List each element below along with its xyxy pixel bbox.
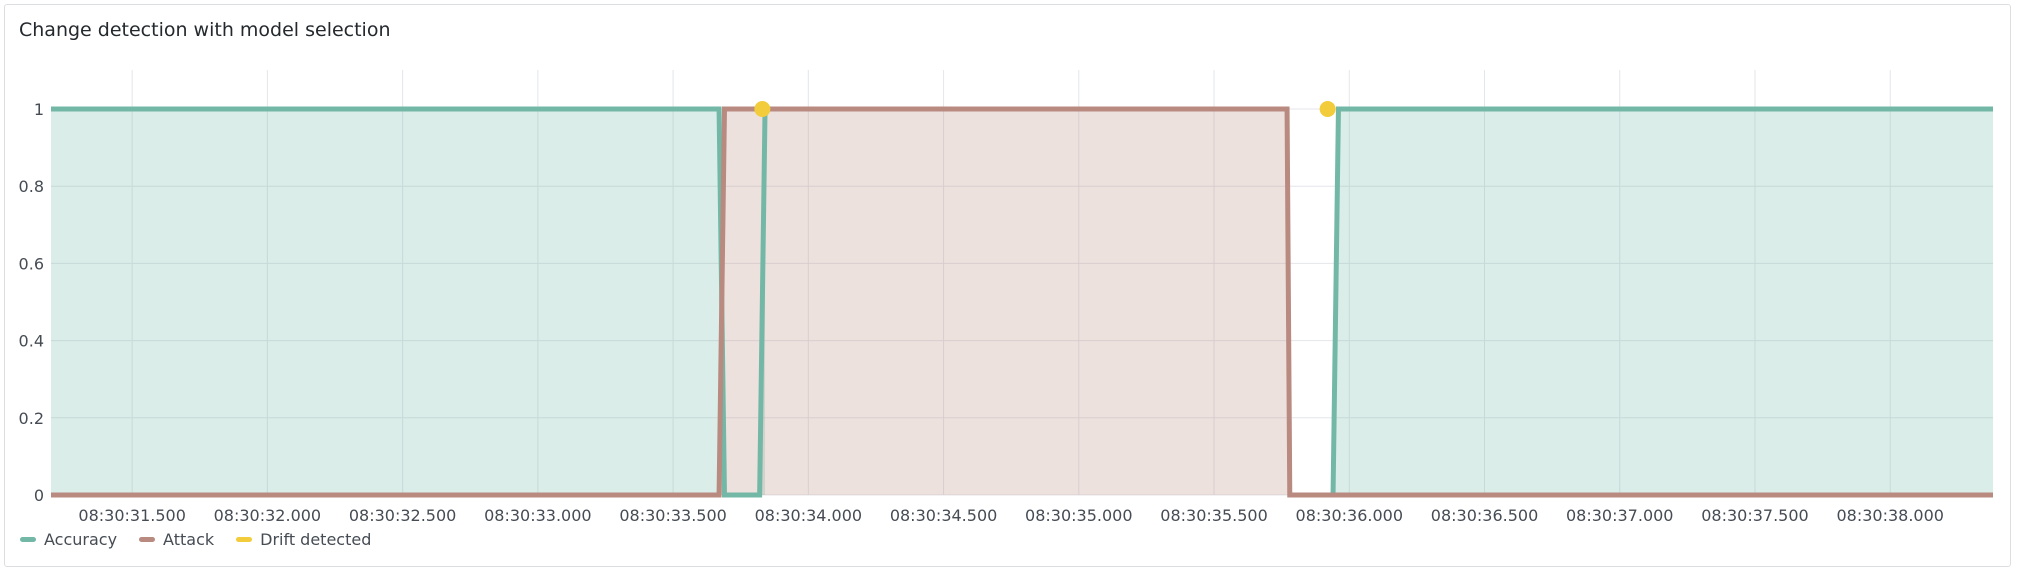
x-tick-label: 08:30:37.000	[1566, 506, 1673, 525]
y-tick-label: 0.2	[19, 409, 44, 428]
x-tick-label: 08:30:35.500	[1160, 506, 1267, 525]
y-tick-label: 1	[34, 100, 44, 119]
attack-area	[51, 109, 1993, 495]
x-tick-label: 08:30:36.000	[1296, 506, 1403, 525]
panel-title: Change detection with model selection	[19, 19, 391, 41]
accuracy-area	[51, 109, 766, 495]
legend-item-drift-detected[interactable]: Drift detected	[236, 530, 371, 549]
x-tick-label: 08:30:32.500	[349, 506, 456, 525]
x-tick-label: 08:30:32.000	[214, 506, 321, 525]
x-tick-label: 08:30:31.500	[78, 506, 185, 525]
legend-label: Drift detected	[260, 530, 372, 549]
y-tick-label: 0.8	[19, 177, 44, 196]
attack-line	[51, 106, 1993, 498]
legend-item-attack[interactable]: Attack	[139, 530, 214, 549]
x-tick-label: 08:30:33.500	[619, 506, 726, 525]
accuracy-area	[1333, 109, 1993, 495]
legend-label: Attack	[163, 530, 215, 549]
y-tick-label: 0	[34, 486, 44, 505]
legend-swatch	[139, 537, 156, 542]
x-tick-label: 08:30:35.000	[1025, 506, 1132, 525]
y-tick-label: 0.4	[19, 332, 44, 351]
legend-label: Accuracy	[44, 530, 118, 549]
legend-item-accuracy[interactable]: Accuracy	[20, 530, 117, 549]
legend-swatch	[20, 537, 36, 542]
x-tick-label: 08:30:37.500	[1701, 506, 1808, 525]
chart-panel: Change detection with model selection	[4, 4, 2011, 567]
drift-detected-point	[754, 101, 771, 117]
x-tick-label: 08:30:34.500	[890, 506, 997, 525]
x-tick-label: 08:30:34.000	[755, 506, 862, 525]
y-tick-label: 0.6	[19, 254, 44, 273]
legend-swatch	[236, 537, 253, 542]
legend: Accuracy Attack Drift detected	[20, 530, 371, 549]
drift-detected-point	[1319, 101, 1336, 117]
x-tick-label: 08:30:36.500	[1431, 506, 1538, 525]
x-tick-label: 08:30:33.000	[484, 506, 591, 525]
accuracy-line	[1330, 106, 1993, 496]
accuracy-line	[51, 106, 768, 498]
x-tick-label: 08:30:38.000	[1836, 506, 1943, 525]
